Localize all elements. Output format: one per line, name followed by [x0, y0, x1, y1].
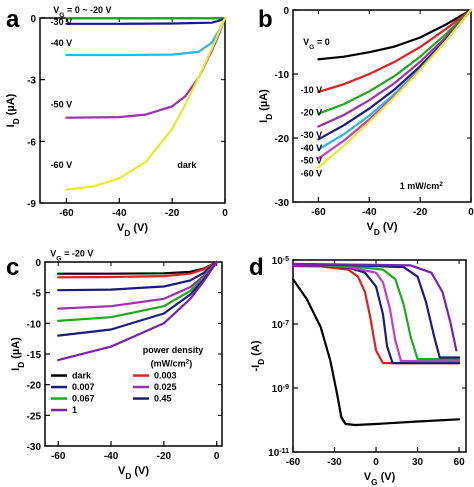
series-line-4: [317, 8, 473, 128]
annotation-label: 1 mW/cm2: [400, 181, 444, 192]
annotation-label: -30 V: [301, 130, 323, 140]
x-tick-label: -40: [112, 208, 127, 219]
y-tick-label: -5: [32, 289, 41, 300]
y-tick-label: 10-9: [272, 384, 289, 396]
annotation-label: -30 V: [51, 17, 73, 27]
y-tick-label: 10-11: [268, 448, 289, 460]
legend: dark 0.003 0.007 0.025 0.067 0.45 1: [51, 371, 177, 415]
panel-a: -60 -40 -20 0 -9 -6 -3 0 VD (V) ID (µA) a VG = 0 ~ …: [5, 5, 228, 238]
series-line-3: [317, 8, 473, 115]
panel-d: -60 -30 0 30 60 10-11 10-9 10-7 10-5 VG (V) -ID (A…: [249, 254, 467, 487]
annotation-label: -20 V: [301, 108, 323, 118]
x-tick-label: -40: [104, 451, 119, 462]
annotation-label: VG = 0 ~ -20 V: [53, 5, 111, 19]
x-tick-label: -20: [413, 207, 428, 218]
y-tick-label: 0: [30, 14, 36, 25]
legend-label: dark: [72, 371, 92, 381]
x-axis-title: VD (V): [366, 221, 397, 237]
annotation-label: -60 V: [51, 160, 73, 170]
annotation-label: -50 V: [301, 156, 323, 166]
y-tick-label: -9: [27, 199, 36, 210]
legend-label: 0.025: [154, 382, 177, 392]
legend-label: 0.45: [154, 394, 172, 404]
y-tick-label: -6: [27, 137, 36, 148]
series-line-2: [57, 260, 218, 279]
annotation-label: -40 V: [301, 143, 323, 153]
y-tick-label: -25: [27, 411, 42, 422]
y-axis-title: ID (µA): [5, 93, 21, 127]
x-tick-label: -30: [327, 457, 342, 468]
y-tick-label: -10: [27, 319, 42, 330]
series-line-7: [291, 262, 458, 352]
panel-c: -60 -40 -20 0 -30 -25 -20 -15 -10 -5 0 VD (V) ID (µA…: [6, 248, 223, 481]
x-tick-label: -20: [157, 451, 172, 462]
annotation-label: VG = 0: [303, 37, 330, 51]
x-tick-label: 0: [373, 457, 379, 468]
y-axis-title: ID (µA): [258, 89, 274, 123]
x-tick-label: 0: [214, 451, 220, 462]
x-tick-label: -60: [51, 451, 66, 462]
y-tick-label: 0: [283, 6, 289, 17]
legend-label: 0.067: [72, 394, 95, 404]
series-line-2: [317, 8, 473, 94]
panel-letter: a: [6, 6, 20, 33]
y-tick-label: -20: [27, 381, 42, 392]
y-axis-title: -ID (A): [250, 340, 266, 371]
series-line-2: [65, 16, 227, 25]
panel-b: -60 -40 -20 0 -30 -20 -10 0 VD (V) ID (µA) b VG = 0…: [258, 6, 474, 237]
y-tick-label: -30: [275, 198, 290, 209]
y-tick-label: -10: [275, 70, 290, 81]
legend-label: 1: [72, 405, 77, 415]
y-tick-label: -15: [27, 350, 42, 361]
series-line-1: [317, 8, 473, 61]
panel-letter: d: [249, 254, 264, 281]
annotation-label: -50 V: [51, 99, 73, 109]
legend-label: 0.003: [154, 371, 177, 381]
series-line-2: [291, 264, 461, 365]
legend-label: 0.007: [72, 382, 95, 392]
x-tick-label: 30: [412, 457, 424, 468]
x-axis-title: VD (V): [117, 222, 148, 238]
series-line-4: [65, 16, 227, 119]
series-line-5: [65, 16, 227, 191]
x-tick-label: -60: [311, 207, 326, 218]
series-line-4: [57, 260, 218, 310]
x-tick-label: -40: [362, 207, 377, 218]
y-tick-label: -3: [27, 76, 36, 87]
y-tick-label: 10-5: [272, 256, 289, 268]
annotation-label: (mW/cm2): [151, 358, 193, 369]
series-line-8: [317, 8, 473, 169]
annotation-label: power density: [143, 345, 204, 355]
y-axis-title: ID (µA): [10, 337, 26, 371]
y-tick-label: 0: [35, 258, 41, 269]
x-tick-label: -60: [59, 208, 74, 219]
annotation-label: -10 V: [301, 85, 323, 95]
plot-frame: [292, 9, 472, 203]
panel-letter: b: [258, 6, 273, 33]
series-line-1: [291, 278, 461, 427]
x-tick-label: -60: [286, 457, 301, 468]
y-tick-label: -20: [275, 134, 290, 145]
x-tick-label: -20: [165, 208, 180, 219]
y-tick-label: 10-7: [272, 320, 289, 332]
series-line-7: [57, 260, 218, 362]
annotation-label: -60 V: [301, 168, 323, 178]
plot-frame: [292, 259, 467, 453]
x-tick-label: 0: [222, 208, 228, 219]
annotation-label: VG = -20 V: [50, 248, 93, 262]
x-axis-title: VG (V): [364, 471, 396, 487]
y-tick-label: -30: [27, 442, 42, 453]
panel-letter: c: [6, 254, 19, 281]
annotation-label: -40 V: [51, 38, 73, 48]
x-axis-title: VD (V): [118, 465, 149, 481]
series-line-3: [57, 260, 218, 292]
x-tick-label: 0: [468, 207, 474, 218]
x-tick-label: 60: [454, 457, 466, 468]
annotation-label: dark: [177, 160, 197, 170]
